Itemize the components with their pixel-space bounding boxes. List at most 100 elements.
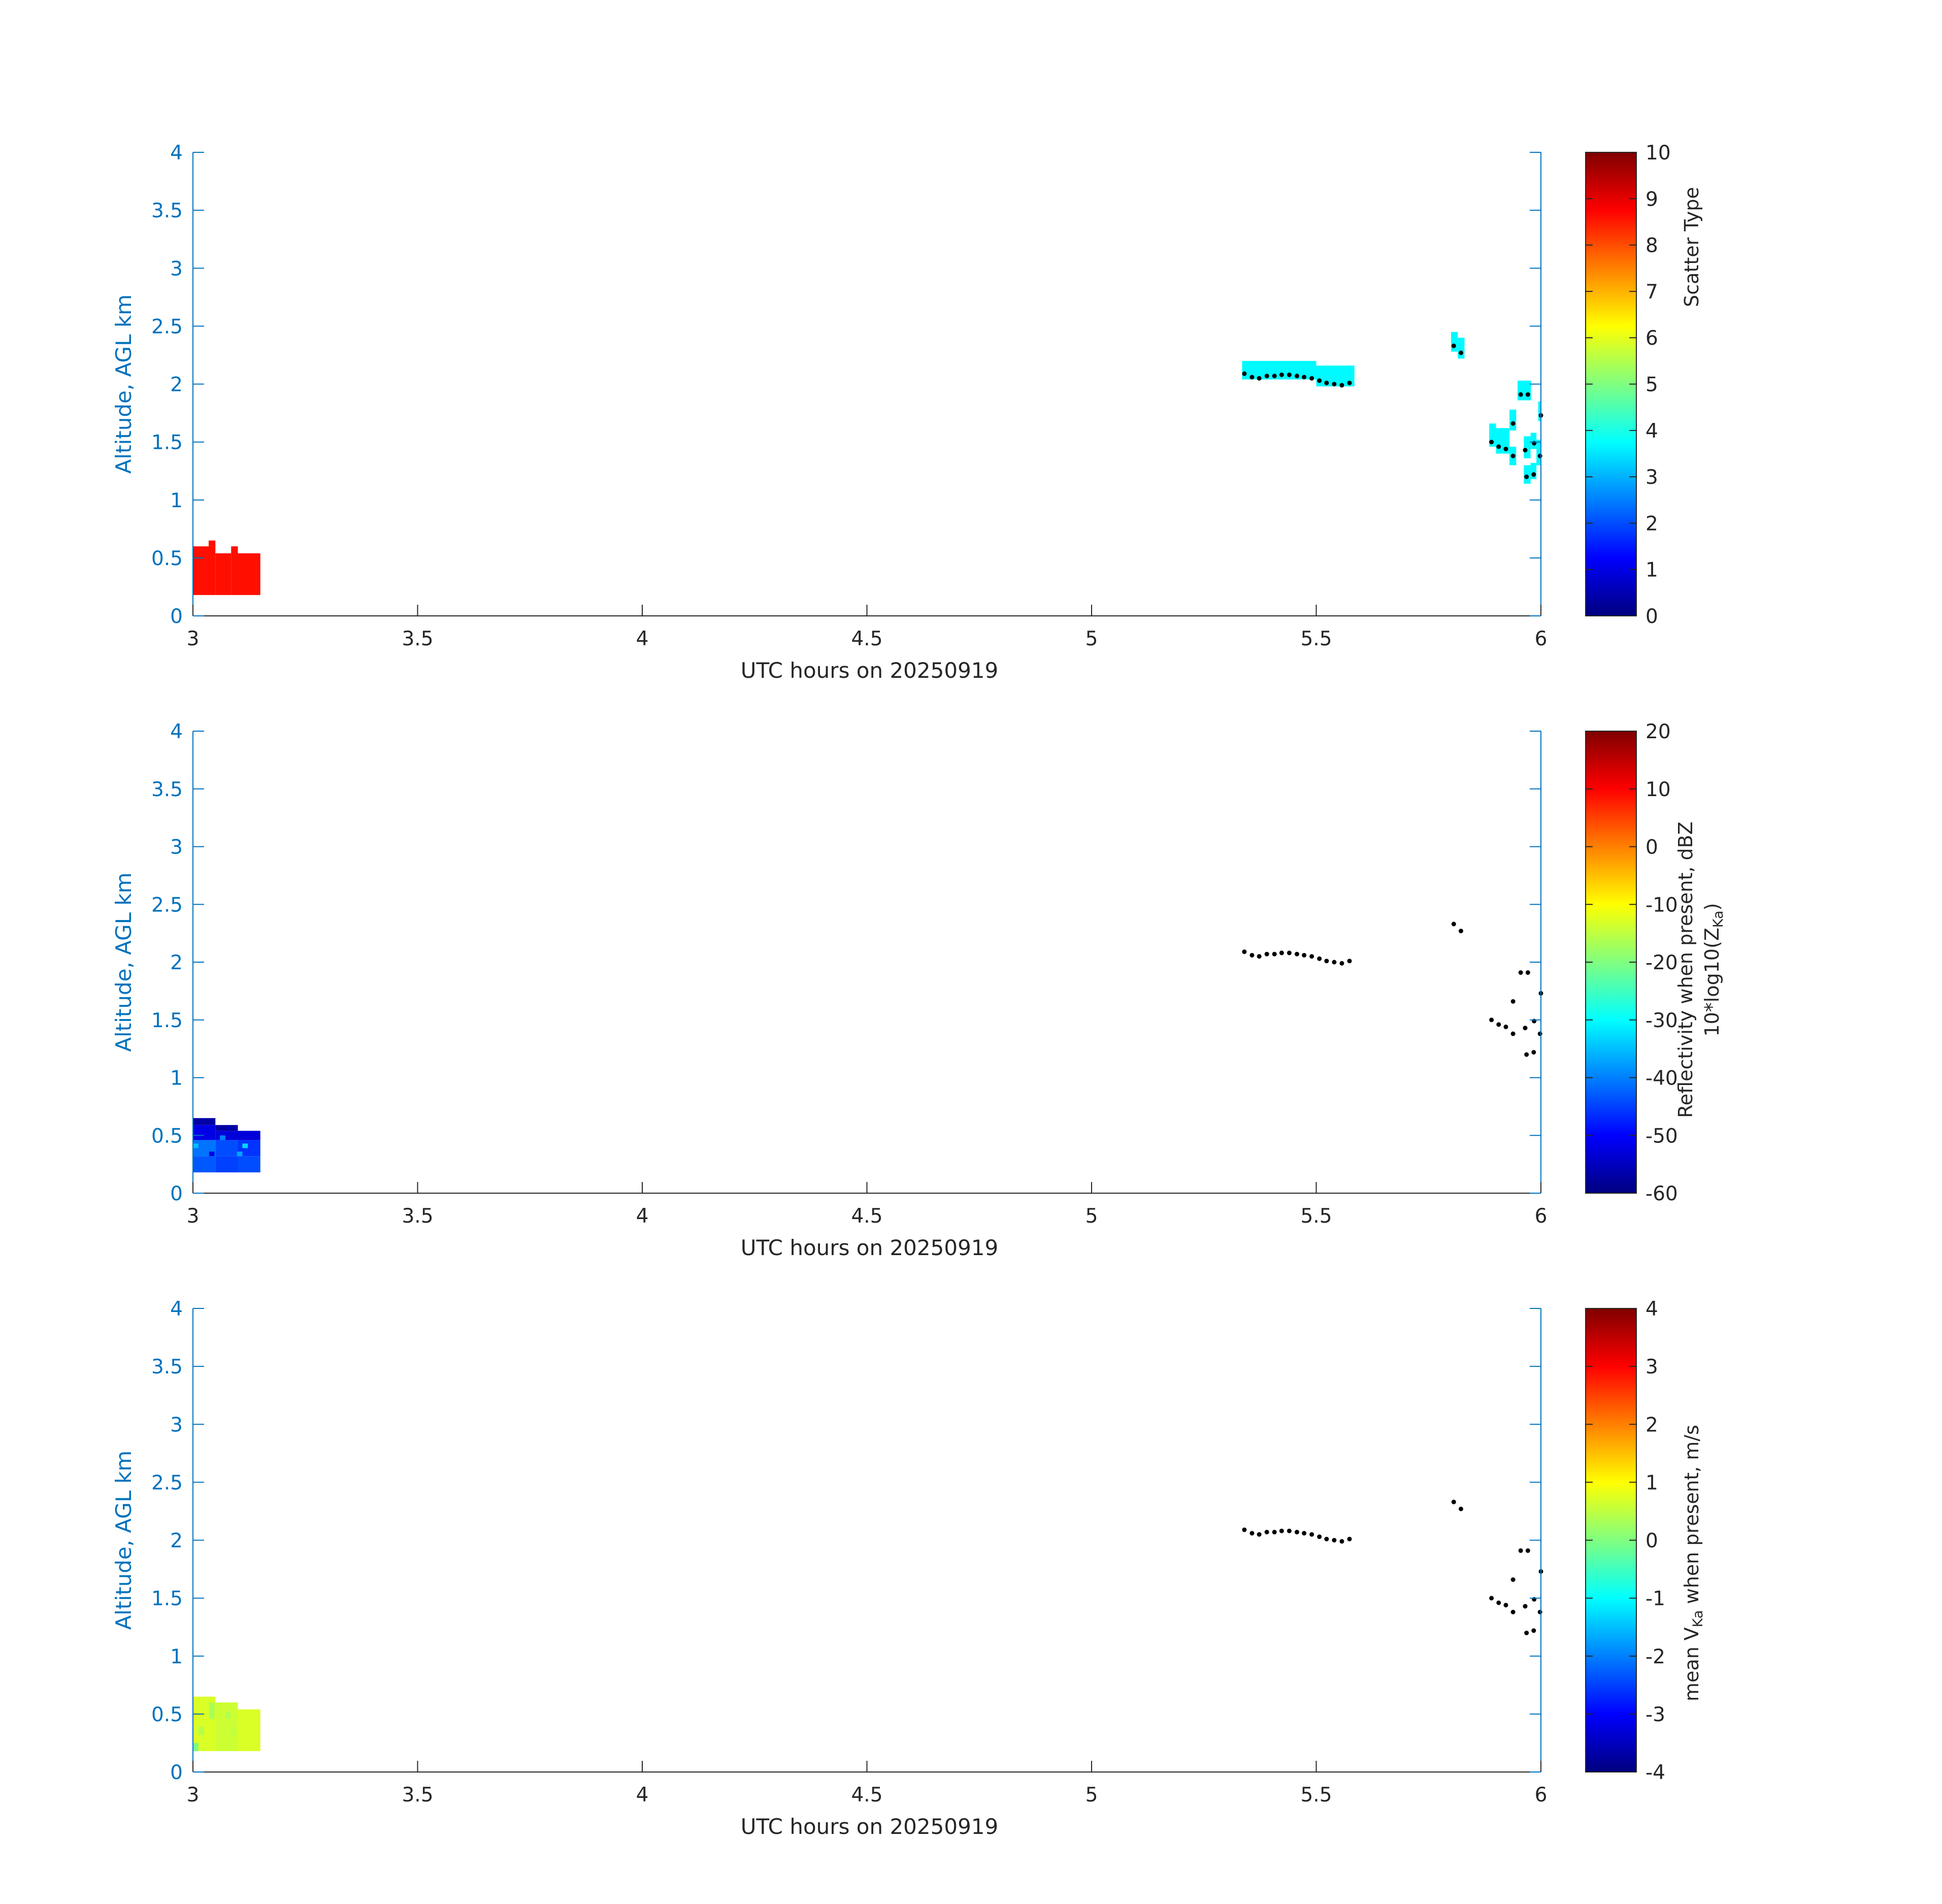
y-tick-label: 1 [170,1067,183,1090]
marker-point [1510,1610,1516,1615]
marker-point [1242,1527,1247,1532]
marker-point [1339,961,1344,966]
marker-point [1524,1630,1529,1635]
x-tick-label: 5.5 [1300,628,1332,650]
colorbar-tick-label: 5 [1645,374,1658,397]
heatmap-cell [1524,436,1531,458]
heatmap-cell [215,1131,238,1140]
marker-point [1339,383,1344,388]
x-tick-label: 4 [636,1205,649,1228]
y-tick-label: 2.5 [151,1471,183,1494]
y-tick-label: 0.5 [151,547,183,570]
colorbar-tick-label: 20 [1645,720,1671,743]
colorbar-tick-label: -20 [1645,951,1678,974]
x-tick-label: 5.5 [1300,1784,1332,1807]
heatmap-cell [1538,401,1541,421]
x-tick-label: 4.5 [851,1205,882,1228]
marker-point [1523,1604,1528,1609]
marker-point [1458,929,1463,934]
heatmap-cell [1458,338,1465,359]
colorbar-tick-label: 0 [1645,605,1658,628]
marker-point [1510,453,1516,458]
y-tick-label: 4 [170,1298,183,1321]
y-tick-label: 3.5 [151,200,183,222]
marker-point [1309,1532,1314,1537]
heatmap-cell [238,1709,260,1751]
y-tick-label: 2.5 [151,315,183,338]
marker-point [1264,951,1269,957]
colorbar-tick-label: -60 [1645,1183,1678,1205]
marker-point [1503,446,1508,451]
heatmap-cell [193,1743,199,1751]
y-tick-label: 2.5 [151,894,183,916]
heatmap-cell [237,1152,243,1157]
marker-point [1294,951,1299,957]
y-tick-label: 2 [170,1530,183,1553]
y-tick-label: 2 [170,374,183,397]
y-tick-label: 3 [170,836,183,859]
marker-point [1347,1536,1352,1541]
marker-point [1317,378,1322,383]
marker-point [1523,448,1528,453]
marker-point [1518,392,1523,397]
x-tick-label: 3.5 [402,1205,433,1228]
heatmap-cell [238,1156,260,1173]
x-tick-label: 4.5 [851,628,882,650]
marker-point [1347,380,1352,385]
marker-point [1524,474,1529,479]
marker-point [1249,1531,1255,1536]
x-tick-label: 4 [636,1784,649,1807]
y-tick-label: 0.5 [151,1703,183,1726]
marker-point [1451,922,1456,927]
marker-point [1347,959,1352,964]
y-tick-label: 3.5 [151,778,183,801]
y-tick-label: 1 [170,1646,183,1668]
colorbar-tick-label: -2 [1645,1646,1665,1668]
marker-point [1510,421,1516,426]
marker-point [1257,376,1262,381]
marker-point [1302,1531,1307,1536]
marker-point [1496,444,1501,449]
marker-point [1279,1528,1284,1533]
marker-point [1523,1026,1528,1031]
x-axis-label: UTC hours on 20250919 [741,1235,999,1260]
x-tick-label: 3 [187,1784,200,1807]
marker-point [1537,1610,1542,1615]
heatmap-cell [193,1143,199,1148]
colorbar-tick-label: 2 [1645,1414,1658,1436]
colorbar-tick-label: 1 [1645,559,1658,582]
heatmap-cell [1524,465,1531,484]
colorbar-tick-label: 9 [1645,188,1658,211]
x-tick-label: 5 [1085,1205,1098,1228]
marker-point [1332,960,1337,965]
marker-point [1510,1577,1516,1582]
marker-point [1451,343,1456,348]
marker-point [1503,1602,1508,1607]
marker-point [1451,1499,1456,1504]
x-tick-label: 5 [1085,628,1098,650]
y-axis-label: Altitude, AGL km [111,1451,136,1630]
marker-point [1294,374,1299,379]
heatmap-cell [209,1702,215,1719]
x-axis-label: UTC hours on 20250919 [741,1814,999,1839]
marker-point [1525,970,1530,975]
marker-point [1524,1052,1529,1057]
x-tick-label: 3.5 [402,628,433,650]
marker-point [1324,1536,1329,1541]
marker-point [1287,372,1292,377]
marker-point [1531,1049,1536,1055]
y-axis-label: Altitude, AGL km [111,872,136,1052]
marker-point [1294,1530,1299,1535]
x-tick-label: 6 [1535,1784,1548,1807]
heatmap-cell [193,546,216,595]
colorbar-label-line2: 10*log10(ZKa) [1701,903,1726,1036]
y-axis-label: Altitude, AGL km [111,294,136,474]
x-tick-label: 6 [1535,1205,1548,1228]
heatmap-cell [1530,433,1537,449]
colorbar-tick-label: 0 [1645,1530,1658,1553]
heatmap-cell [231,546,238,595]
marker-point [1272,951,1277,957]
colorbar-tick-label: 1 [1645,1471,1658,1494]
marker-point [1324,380,1329,385]
marker-point [1489,440,1494,445]
